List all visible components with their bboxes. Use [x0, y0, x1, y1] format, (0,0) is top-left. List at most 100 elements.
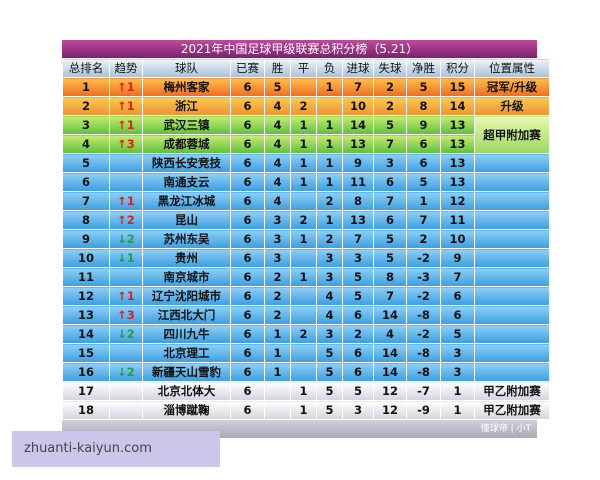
- cell: [264, 381, 291, 401]
- cell: [264, 400, 291, 420]
- row: 14 ↓2 四川九牛 6 1 2 3 2 4 -2 5: [62, 324, 550, 344]
- cell: 3: [440, 362, 475, 382]
- cell: 6: [230, 172, 265, 192]
- cell: 6: [230, 248, 265, 268]
- cell: 6: [406, 134, 441, 154]
- cell: 11: [440, 210, 475, 230]
- cell: 9: [406, 115, 441, 135]
- cell: 6: [342, 305, 374, 325]
- cell: [290, 305, 317, 325]
- cell: 6: [230, 267, 265, 287]
- header-cell: 位置属性: [474, 58, 550, 78]
- cell: 12: [440, 191, 475, 211]
- cell: 7: [62, 191, 110, 211]
- cell: 6: [440, 305, 475, 325]
- header-cell: 进球: [342, 58, 374, 78]
- cell: 5: [316, 343, 343, 363]
- cell: 6: [230, 96, 265, 116]
- cell: 3: [440, 343, 475, 363]
- cell: -2: [406, 248, 441, 268]
- cell: [474, 267, 550, 287]
- cell: 4: [264, 191, 291, 211]
- cell: 2: [373, 77, 407, 97]
- row: 1 ↑1 梅州客家 6 5 1 7 2 5 15 冠军/升级: [62, 77, 550, 97]
- cell: 5: [373, 248, 407, 268]
- cell: 18: [62, 400, 110, 420]
- cell: 8: [62, 210, 110, 230]
- cell: 5: [62, 153, 110, 173]
- cell: -2: [406, 286, 441, 306]
- cell: 新疆天山雪豹: [142, 362, 231, 382]
- cell: 4: [316, 286, 343, 306]
- cell: 2: [62, 96, 110, 116]
- cell: 6: [230, 305, 265, 325]
- cell: 7: [373, 191, 407, 211]
- cell: ↓2: [109, 362, 143, 382]
- cell: 5: [342, 286, 374, 306]
- cell: 3: [316, 267, 343, 287]
- cell: [290, 343, 317, 363]
- cell: 3: [342, 400, 374, 420]
- cell: ↓1: [109, 248, 143, 268]
- row: 15 北京理工 6 1 5 6 14 -8 3: [62, 343, 550, 363]
- cell: [474, 248, 550, 268]
- cell: 5: [316, 400, 343, 420]
- cell: [474, 362, 550, 382]
- cell: 3: [316, 324, 343, 344]
- cell: 14: [373, 305, 407, 325]
- cell: 2: [406, 229, 441, 249]
- cell: -8: [406, 305, 441, 325]
- cell: 9: [62, 229, 110, 249]
- row: 3 ↑1 武汉三镇 6 4 1 1 14 5 9 13 超甲附加赛: [62, 115, 550, 154]
- cell: -2: [406, 324, 441, 344]
- cell: 13: [440, 153, 475, 173]
- cell: 1: [264, 343, 291, 363]
- cell: 4: [264, 153, 291, 173]
- cell: 5: [406, 172, 441, 192]
- cell: 甲乙附加赛: [474, 381, 550, 401]
- cell: 10: [62, 248, 110, 268]
- cell: 淄博蹴鞠: [142, 400, 231, 420]
- cell: 4: [373, 324, 407, 344]
- cell: 13: [62, 305, 110, 325]
- cell: 6: [440, 286, 475, 306]
- cell: 10: [342, 96, 374, 116]
- cell: 1: [62, 77, 110, 97]
- header-cell: 已赛: [230, 58, 265, 78]
- table-title: 2021年中国足球甲级联赛总积分榜（5.21）: [62, 40, 537, 58]
- cell: 黑龙江冰城: [142, 191, 231, 211]
- cell: 2: [316, 191, 343, 211]
- cell: 贵州: [142, 248, 231, 268]
- header-cell: 胜: [264, 58, 291, 78]
- cell: 3: [316, 248, 343, 268]
- cell: 梅州客家: [142, 77, 231, 97]
- cell: 2: [290, 324, 317, 344]
- row: 18 淄博蹴鞠 6 1 5 3 12 -9 1 甲乙附加赛: [62, 400, 550, 420]
- cell: 南通支云: [142, 172, 231, 192]
- cell: [474, 172, 550, 192]
- cell: 3: [264, 229, 291, 249]
- cell: 4: [264, 134, 291, 154]
- cell: 7: [406, 210, 441, 230]
- cell: 7: [373, 286, 407, 306]
- header-row: 总排名 趋势 球队 已赛胜平负进球 失球 净胜 积分 位置属性: [62, 58, 550, 78]
- cell: 7: [440, 267, 475, 287]
- cell: [109, 153, 143, 173]
- cell: 3: [342, 248, 374, 268]
- header-cell: 总排名: [62, 58, 110, 78]
- cell: 甲乙附加赛: [474, 400, 550, 420]
- cell: 13: [440, 172, 475, 192]
- cell: 3: [373, 153, 407, 173]
- table: 总排名 趋势 球队 已赛胜平负进球 失球 净胜 积分 位置属性 1 ↑1 梅州客家 6 5 1 7 2 5 15 冠…: [62, 58, 550, 420]
- cell: 2: [342, 324, 374, 344]
- cell: 昆山: [142, 210, 231, 230]
- cell: 12: [373, 400, 407, 420]
- cell: 13: [440, 134, 475, 154]
- cell: -3: [406, 267, 441, 287]
- cell: 2: [290, 96, 317, 116]
- cell: 1: [290, 229, 317, 249]
- cell: [290, 286, 317, 306]
- cell: -7: [406, 381, 441, 401]
- header-cell: 球队: [142, 58, 231, 78]
